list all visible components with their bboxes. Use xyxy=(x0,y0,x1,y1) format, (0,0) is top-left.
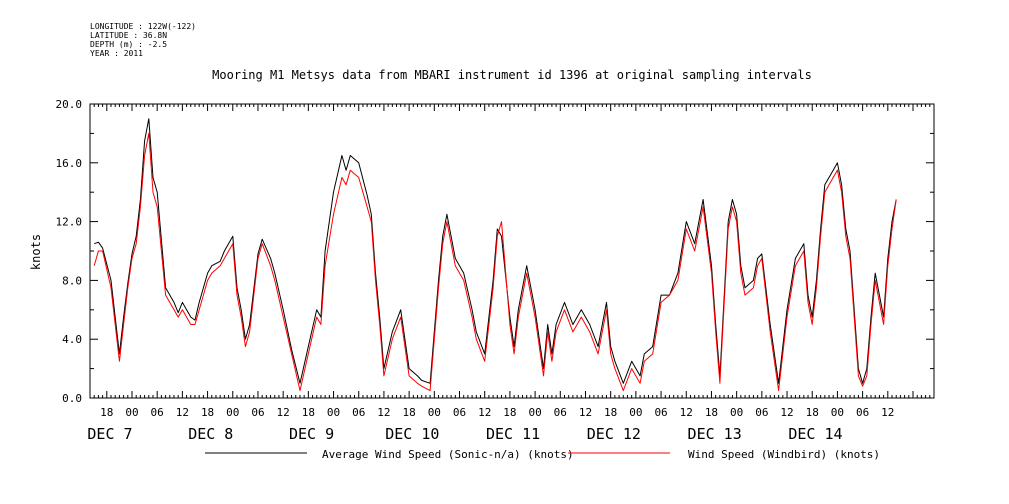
y-tick-label: 0.0 xyxy=(62,392,82,405)
x-hour-label: 12 xyxy=(881,406,894,419)
legend-label-windbird: Wind Speed (Windbird) (knots) xyxy=(688,448,880,461)
x-hour-label: 00 xyxy=(125,406,138,419)
x-hour-label: 12 xyxy=(277,406,290,419)
series-line-average-wind-speed xyxy=(94,118,897,384)
x-hour-label: 00 xyxy=(327,406,340,419)
x-day-label: DEC 12 xyxy=(587,425,641,443)
x-hour-label: 06 xyxy=(151,406,164,419)
x-hour-label: 06 xyxy=(554,406,567,419)
header-depth: DEPTH (m) : -2.5 xyxy=(90,40,168,49)
x-hour-label: 00 xyxy=(428,406,441,419)
x-day-label: DEC 7 xyxy=(87,425,132,443)
x-hour-label: 06 xyxy=(453,406,466,419)
x-hour-label: 18 xyxy=(302,406,315,419)
header-latitude: LATITUDE : 36.8N xyxy=(90,31,168,40)
x-hour-label: 18 xyxy=(402,406,415,419)
x-hour-label: 00 xyxy=(730,406,743,419)
x-day-label: DEC 10 xyxy=(385,425,439,443)
x-hour-label: 18 xyxy=(705,406,718,419)
x-hour-label: 06 xyxy=(251,406,264,419)
x-hour-label: 06 xyxy=(352,406,365,419)
x-hour-label: 18 xyxy=(503,406,516,419)
x-hour-label: 00 xyxy=(629,406,642,419)
y-tick-label: 4.0 xyxy=(62,333,82,346)
y-tick-label: 8.0 xyxy=(62,274,82,287)
series-layer xyxy=(93,118,897,392)
x-day-label: DEC 11 xyxy=(486,425,540,443)
series-line-windbird-wind-speed xyxy=(93,132,897,392)
x-day-label: DEC 14 xyxy=(788,425,842,443)
legend-label-average: Average Wind Speed (Sonic-n/a) (knots) xyxy=(322,448,574,461)
x-hour-label: 06 xyxy=(856,406,869,419)
x-hour-label: 18 xyxy=(806,406,819,419)
x-hour-label: 12 xyxy=(377,406,390,419)
x-hour-label: 06 xyxy=(755,406,768,419)
x-hour-label: 00 xyxy=(831,406,844,419)
x-hour-label: 12 xyxy=(478,406,491,419)
y-axis-label: knots xyxy=(29,234,43,270)
legend: Average Wind Speed (Sonic-n/a) (knots) W… xyxy=(205,448,880,461)
x-day-label: DEC 8 xyxy=(188,425,233,443)
x-day-label: DEC 13 xyxy=(688,425,742,443)
x-hour-label: 12 xyxy=(176,406,189,419)
plot-frame xyxy=(89,103,935,399)
x-hour-label: 12 xyxy=(680,406,693,419)
header-longitude: LONGITUDE : 122W(-122) xyxy=(90,22,196,31)
x-hour-label: 12 xyxy=(780,406,793,419)
x-hour-label: 18 xyxy=(201,406,214,419)
x-hour-label: 12 xyxy=(579,406,592,419)
x-day-label: DEC 9 xyxy=(289,425,334,443)
chart-title: Mooring M1 Metsys data from MBARI instru… xyxy=(212,68,812,82)
x-hour-label: 00 xyxy=(528,406,541,419)
y-tick-label: 12.0 xyxy=(56,216,83,229)
y-tick-label: 16.0 xyxy=(56,157,83,170)
y-tick-label: 20.0 xyxy=(56,98,83,111)
header-year: YEAR : 2011 xyxy=(90,49,143,58)
x-hour-label: 18 xyxy=(100,406,113,419)
x-hour-label: 06 xyxy=(654,406,667,419)
x-hour-label: 18 xyxy=(604,406,617,419)
x-hour-label: 00 xyxy=(226,406,239,419)
plot-axes: 0.0 4.0 8.0 12.0 16.0 20.0 18 00 06 12 18 00 06 12 18 0… xyxy=(56,98,935,443)
